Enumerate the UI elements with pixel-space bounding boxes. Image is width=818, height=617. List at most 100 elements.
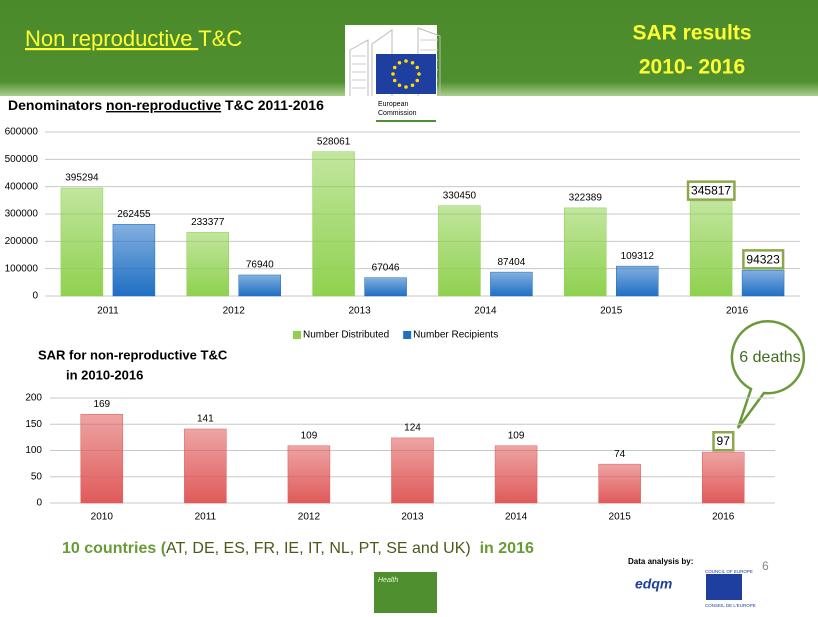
highlight-box <box>742 249 785 270</box>
value-label: 330450 <box>443 190 477 201</box>
page-number: 6 <box>762 559 769 573</box>
star <box>392 65 397 70</box>
value-label: 76940 <box>246 260 274 271</box>
star <box>404 59 408 63</box>
x-tick-label: 2012 <box>223 306 246 317</box>
legend-label: Number Recipients <box>413 330 498 341</box>
value-label: 141 <box>197 414 214 425</box>
x-tick-label: 2016 <box>712 512 735 523</box>
bar <box>312 151 355 297</box>
bar <box>364 277 407 297</box>
title-part: T&C 2011-2016 <box>221 97 324 113</box>
star <box>410 83 415 88</box>
logo-text: Commission <box>378 110 417 117</box>
value-label: 87404 <box>498 257 526 268</box>
legend-swatch <box>293 331 301 339</box>
y-tick-label: 100 <box>25 445 42 456</box>
y-tick-label: 100000 <box>5 263 39 274</box>
x-tick-label: 2015 <box>600 306 623 317</box>
bar <box>112 224 156 297</box>
x-tick-label: 2015 <box>609 512 632 523</box>
y-tick-label: 500000 <box>5 154 39 165</box>
bar <box>564 207 607 297</box>
bar <box>494 445 538 504</box>
title-part: non-reproductive <box>106 97 221 113</box>
coe-text: CONSEIL DE L'EUROPE <box>705 603 756 608</box>
x-tick-label: 2011 <box>195 512 217 523</box>
star <box>391 72 395 76</box>
note-part: in 2016 <box>471 540 534 557</box>
bar <box>60 187 104 297</box>
value-label: 109 <box>301 430 318 441</box>
value-label: 322389 <box>569 193 603 204</box>
health-box <box>374 572 437 613</box>
bar <box>490 271 533 297</box>
y-tick-label: 300000 <box>5 209 39 220</box>
value-label: 97 <box>717 434 731 448</box>
value-label: 109 <box>508 430 525 441</box>
y-tick-label: 200000 <box>5 236 39 247</box>
star <box>397 60 402 65</box>
chart-title: Denominators non-reproductive T&C 2011-2… <box>8 97 324 113</box>
y-tick-label: 0 <box>32 291 38 302</box>
footer-note: 10 countries (AT, DE, ES, FR, IE, IT, NL… <box>62 540 534 557</box>
star <box>415 65 420 70</box>
callout-bubble <box>730 319 806 429</box>
health-label: Health <box>378 577 398 584</box>
bar <box>689 201 733 297</box>
eu-stars <box>391 59 421 89</box>
bar <box>80 414 124 504</box>
legend-label: Number Distributed <box>303 330 389 341</box>
header-right: SAR results <box>632 22 751 45</box>
header-title-part: T&C <box>198 26 242 51</box>
y-tick-label: 50 <box>31 471 43 482</box>
analysis-label: Data analysis by: <box>628 557 693 566</box>
title-part: Denominators <box>8 97 106 113</box>
star <box>404 85 408 89</box>
x-tick-label: 2016 <box>726 306 749 317</box>
x-tick-label: 2010 <box>91 512 114 523</box>
value-label: 528061 <box>317 136 351 147</box>
bar <box>701 451 745 504</box>
x-tick-label: 2012 <box>298 512 321 523</box>
value-label: 109312 <box>621 251 655 262</box>
note-part: 10 countries ( <box>62 540 167 557</box>
bar <box>391 437 434 504</box>
star <box>397 83 402 88</box>
value-label: 233377 <box>191 217 225 228</box>
bar <box>184 428 227 504</box>
bar <box>616 265 659 297</box>
bar <box>438 205 481 297</box>
star <box>410 60 415 65</box>
value-label: 395294 <box>65 173 99 184</box>
legend-swatch <box>403 331 412 339</box>
logo-text: European <box>378 101 408 108</box>
y-tick-label: 150 <box>25 419 42 430</box>
value-label: 262455 <box>117 209 151 220</box>
coe-logo <box>706 574 742 600</box>
y-tick-label: 600000 <box>5 127 39 138</box>
chart-title: SAR for non-reproductive T&C <box>38 347 228 362</box>
value-label: 169 <box>93 399 110 410</box>
x-tick-label: 2013 <box>401 512 424 523</box>
value-label: 94323 <box>746 252 780 266</box>
highlight-box <box>712 430 735 452</box>
y-tick-label: 400000 <box>5 181 39 192</box>
star <box>415 78 420 83</box>
bar <box>287 445 331 504</box>
value-label: 124 <box>404 423 421 434</box>
value-label: 345817 <box>691 184 731 198</box>
edqm-logo: edqm <box>635 576 672 592</box>
header-title-part: Non reproductive <box>25 26 198 51</box>
x-tick-label: 2014 <box>474 306 497 317</box>
coe-text: COUNCIL OF EUROPE <box>705 569 753 574</box>
chart-title: in 2010-2016 <box>66 367 143 382</box>
highlight-box <box>686 180 736 201</box>
x-tick-label: 2011 <box>97 306 119 317</box>
bar <box>741 269 785 297</box>
bar <box>186 231 229 297</box>
eu-logo: European Commission <box>345 25 441 123</box>
star <box>392 78 397 83</box>
callout-text: 6 deaths <box>739 349 800 366</box>
